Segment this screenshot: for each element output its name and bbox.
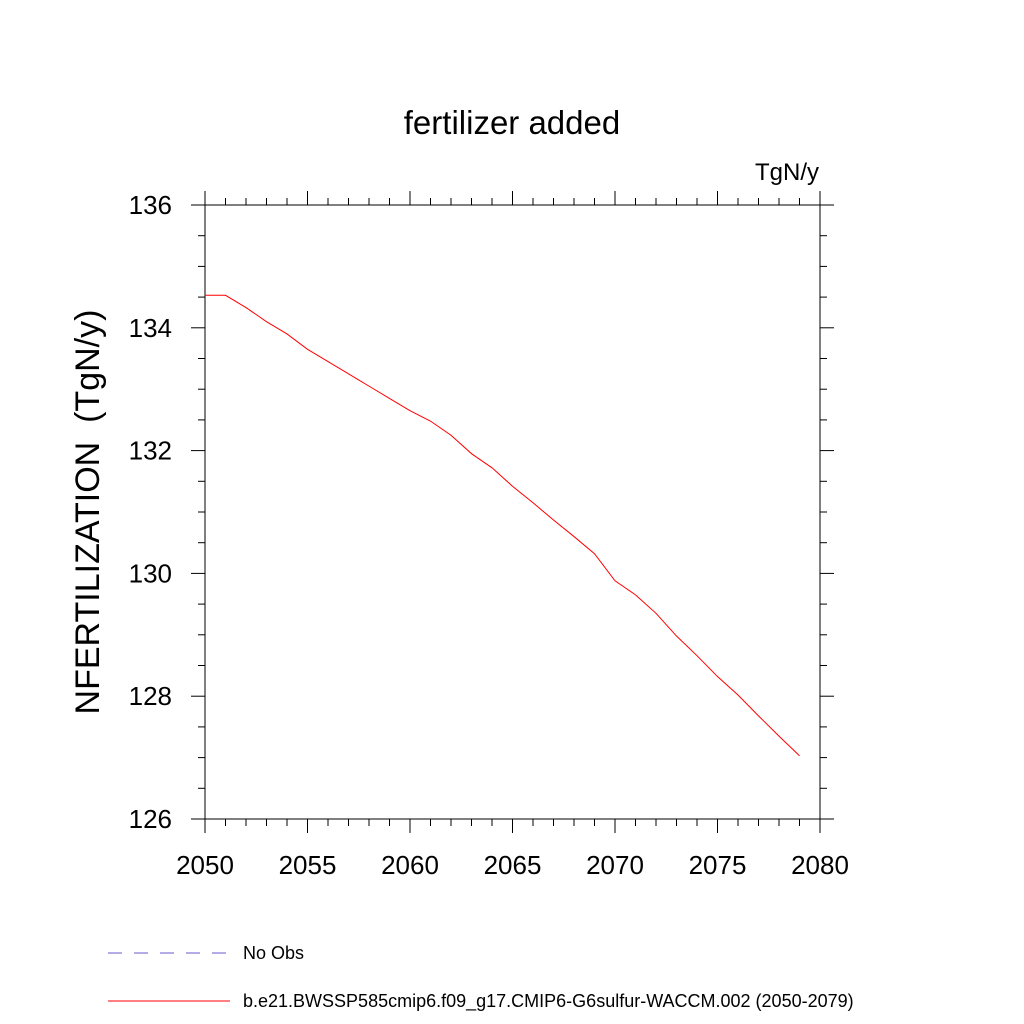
x-tick-label: 2080	[791, 850, 849, 880]
legend: No Obs b.e21.BWSSP585cmip6.f09_g17.CMIP6…	[108, 943, 854, 1012]
x-axis-ticks	[204, 191, 821, 833]
chart-title: fertilizer added	[404, 104, 620, 141]
legend-label-model: b.e21.BWSSP585cmip6.f09_g17.CMIP6-G6sulf…	[243, 991, 854, 1012]
plot-frame	[204, 204, 821, 820]
x-tick-label: 2075	[689, 850, 747, 880]
y-axis-label: NFERTILIZATION (TgN/y)	[69, 310, 107, 715]
y-tick-label: 126	[129, 804, 172, 834]
y-axis-tick-labels: 126 128 130 132 134 136	[129, 190, 172, 834]
y-tick-label: 136	[129, 190, 172, 220]
y-tick-label: 130	[129, 558, 172, 588]
x-tick-label: 2060	[381, 850, 439, 880]
series-line-0	[205, 294, 800, 757]
y-axis-ticks	[191, 204, 834, 820]
series-layer	[205, 294, 800, 757]
y-tick-label: 132	[129, 436, 172, 466]
units-label: TgN/y	[755, 159, 819, 186]
x-tick-label: 2055	[279, 850, 337, 880]
legend-label-no-obs: No Obs	[243, 943, 304, 963]
x-tick-label: 2065	[484, 850, 542, 880]
y-tick-label: 134	[129, 313, 172, 343]
x-tick-label: 2050	[176, 850, 234, 880]
x-axis-tick-labels: 2050 2055 2060 2065 2070 2075 2080	[176, 850, 849, 880]
y-tick-label: 128	[129, 681, 172, 711]
x-tick-label: 2070	[586, 850, 644, 880]
